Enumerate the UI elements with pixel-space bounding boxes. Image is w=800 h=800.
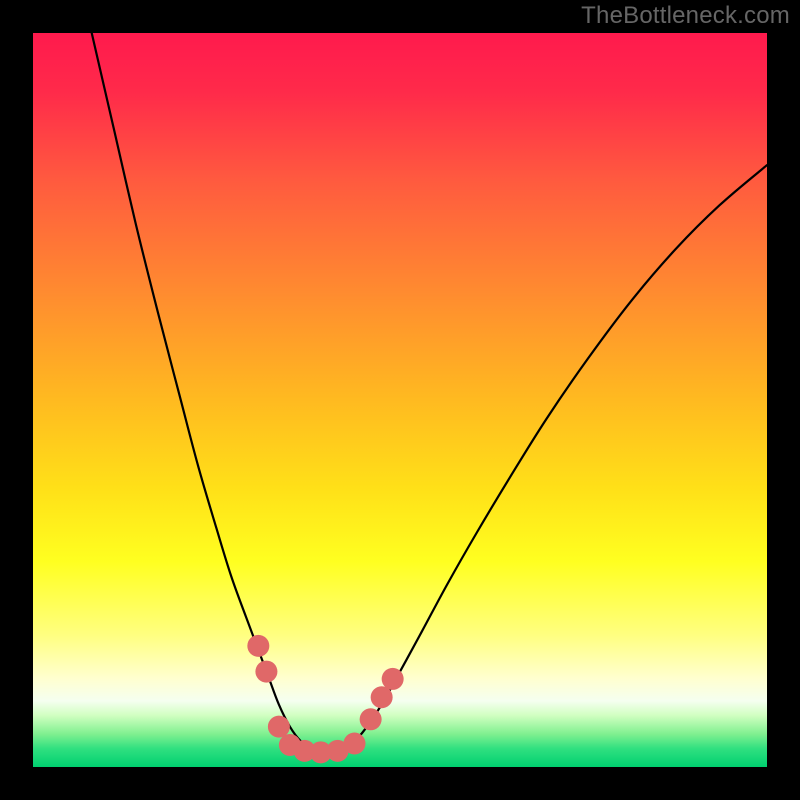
data-point bbox=[268, 716, 290, 738]
data-point bbox=[247, 635, 269, 657]
data-point bbox=[255, 661, 277, 683]
data-point bbox=[360, 708, 382, 730]
data-point bbox=[371, 686, 393, 708]
bottleneck-chart bbox=[0, 0, 800, 800]
data-point bbox=[343, 733, 365, 755]
watermark-text: TheBottleneck.com bbox=[581, 2, 790, 30]
data-point bbox=[382, 668, 404, 690]
gradient-plot-area bbox=[33, 33, 767, 767]
